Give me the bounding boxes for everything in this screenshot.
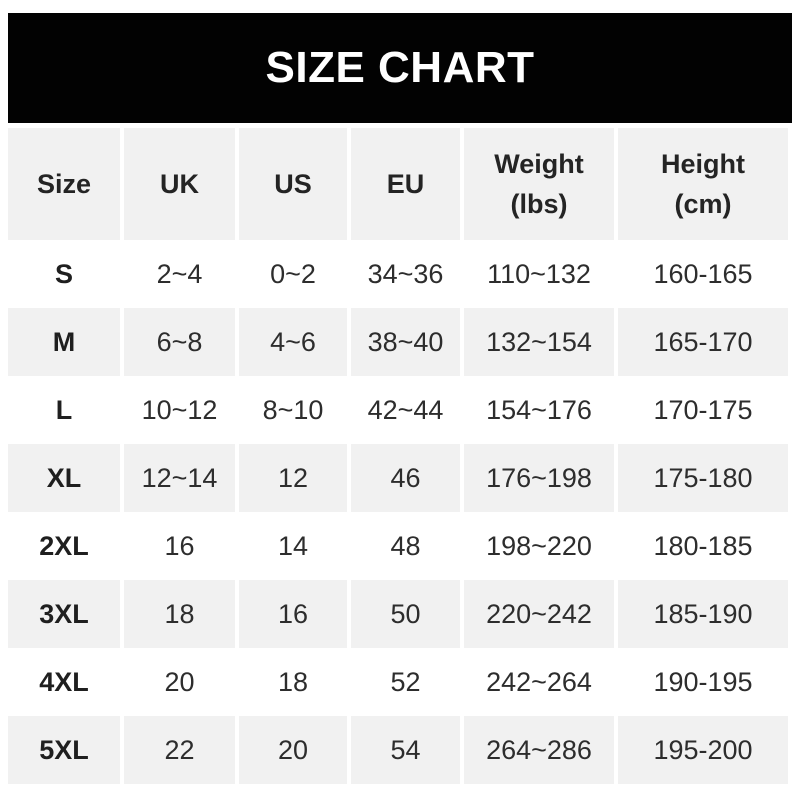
cell-size: 4XL <box>39 666 89 697</box>
column-header-size: Size <box>8 128 120 240</box>
cell-uk: 22 <box>124 716 235 784</box>
cell-weight: 264~286 <box>464 716 614 784</box>
cell-height: 165-170 <box>618 308 788 376</box>
cell-uk: 18 <box>124 580 235 648</box>
cell-size: XL <box>8 444 120 512</box>
cell-weight: 242~264 <box>486 666 592 697</box>
cell-size: 3XL <box>8 580 120 648</box>
cell-eu: 54 <box>351 716 460 784</box>
cell-us: 18 <box>277 666 309 697</box>
cell-size: L <box>55 394 73 425</box>
cell-us: 20 <box>239 716 347 784</box>
cell-uk: 20 <box>164 666 195 697</box>
cell-eu: 42~44 <box>367 394 444 425</box>
cell-weight: 220~242 <box>464 580 614 648</box>
cell-height: 170-175 <box>653 394 753 425</box>
column-header-height: Height (cm) <box>618 128 788 240</box>
cell-weight: 176~198 <box>464 444 614 512</box>
cell-us: 12 <box>239 444 347 512</box>
cell-us: 0~2 <box>270 258 316 289</box>
cell-size: 2XL <box>39 530 89 561</box>
cell-height: 190-195 <box>653 666 753 697</box>
column-header-eu: EU <box>351 128 460 240</box>
cell-eu: 34~36 <box>367 258 444 289</box>
cell-size: 5XL <box>8 716 120 784</box>
cell-uk: 10~12 <box>141 394 218 425</box>
cell-weight: 198~220 <box>486 530 592 561</box>
column-header-weight: Weight (lbs) <box>464 128 614 240</box>
cell-weight: 110~132 <box>487 258 591 289</box>
cell-eu: 52 <box>390 666 421 697</box>
cell-eu: 38~40 <box>351 308 460 376</box>
cell-height: 185-190 <box>618 580 788 648</box>
cell-weight: 132~154 <box>464 308 614 376</box>
cell-us: 16 <box>239 580 347 648</box>
cell-height: 175-180 <box>618 444 788 512</box>
cell-eu: 46 <box>351 444 460 512</box>
cell-size: S <box>54 258 73 289</box>
cell-us: 14 <box>277 530 309 561</box>
cell-weight: 154~176 <box>486 394 592 425</box>
column-header-us: US <box>239 128 347 240</box>
size-chart-banner: SIZE CHART <box>8 13 792 123</box>
cell-height: 180-185 <box>653 530 753 561</box>
cell-uk: 2~4 <box>156 258 203 289</box>
page-title: SIZE CHART <box>265 43 535 92</box>
cell-uk: 16 <box>164 530 195 561</box>
cell-size: M <box>8 308 120 376</box>
cell-height: 160-165 <box>653 258 753 289</box>
size-chart-table: Size UK US EU Weight (lbs) Height (cm) S… <box>8 128 792 784</box>
cell-us: 8~10 <box>262 394 324 425</box>
cell-eu: 48 <box>390 530 421 561</box>
cell-height: 195-200 <box>618 716 788 784</box>
cell-us: 4~6 <box>239 308 347 376</box>
cell-uk: 12~14 <box>124 444 235 512</box>
cell-uk: 6~8 <box>124 308 235 376</box>
column-header-uk: UK <box>124 128 235 240</box>
cell-eu: 50 <box>351 580 460 648</box>
